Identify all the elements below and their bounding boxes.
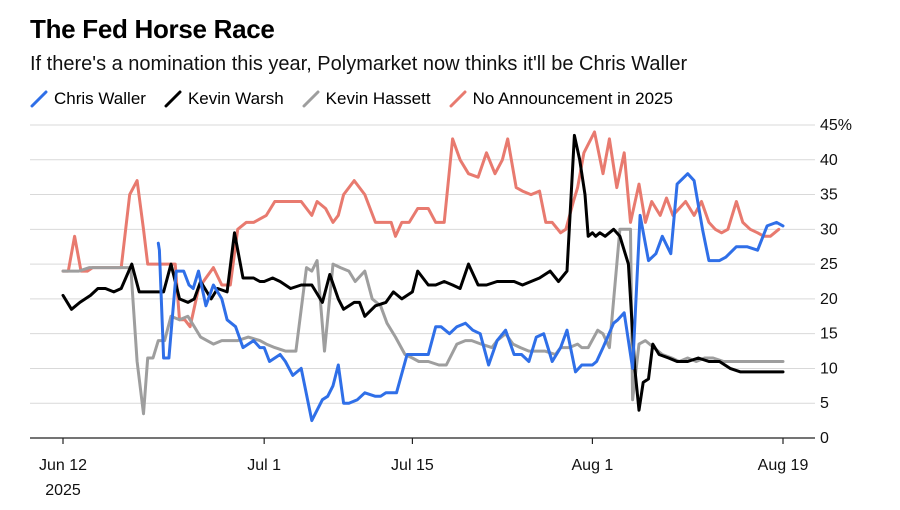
- legend-label-kevin-hassett: Kevin Hassett: [325, 89, 431, 108]
- x-tick-label: Jul 1: [247, 457, 281, 474]
- chart-title: The Fed Horse Race: [30, 14, 275, 44]
- x-tick-label: Aug 1: [572, 457, 614, 474]
- x-tick-sublabel: 2025: [45, 482, 81, 499]
- y-tick-label: 35: [820, 187, 838, 204]
- legend-item-chris-waller: Chris Waller: [30, 89, 146, 109]
- y-tick-label: 30: [820, 221, 838, 238]
- legend-swatch-kevin-hassett: [302, 90, 320, 108]
- x-tick-label: Aug 19: [758, 457, 809, 474]
- legend-label-kevin-warsh: Kevin Warsh: [187, 89, 284, 108]
- y-tick-label: 10: [820, 360, 838, 377]
- chart-subtitle: If there's a nomination this year, Polym…: [30, 53, 688, 75]
- y-tick-label: 40: [820, 152, 838, 169]
- legend-item-no-announcement: No Announcement in 2025: [449, 89, 673, 109]
- x-tick-label: Jul 15: [391, 457, 434, 474]
- legend-swatch-kevin-warsh: [164, 90, 182, 108]
- x-tick-label: Jun 12: [39, 457, 87, 474]
- series-line-chris-waller: [156, 172, 785, 423]
- legend: Chris Waller Kevin Warsh Kevin Hassett N…: [30, 88, 691, 110]
- series-line-kevin-warsh: [61, 133, 785, 412]
- y-tick-label: 0: [820, 430, 829, 447]
- y-tick-label: 45%: [820, 117, 852, 134]
- legend-swatch-no-announcement: [449, 90, 467, 108]
- y-tick-label: 15: [820, 326, 838, 343]
- legend-item-kevin-hassett: Kevin Hassett: [302, 89, 431, 109]
- y-tick-label: 5: [820, 395, 829, 412]
- legend-swatch-chris-waller: [30, 90, 48, 108]
- legend-label-no-announcement: No Announcement in 2025: [472, 89, 673, 108]
- legend-item-kevin-warsh: Kevin Warsh: [164, 89, 284, 109]
- y-tick-label: 20: [820, 291, 838, 308]
- y-tick-label: 25: [820, 256, 838, 273]
- legend-label-chris-waller: Chris Waller: [54, 89, 146, 108]
